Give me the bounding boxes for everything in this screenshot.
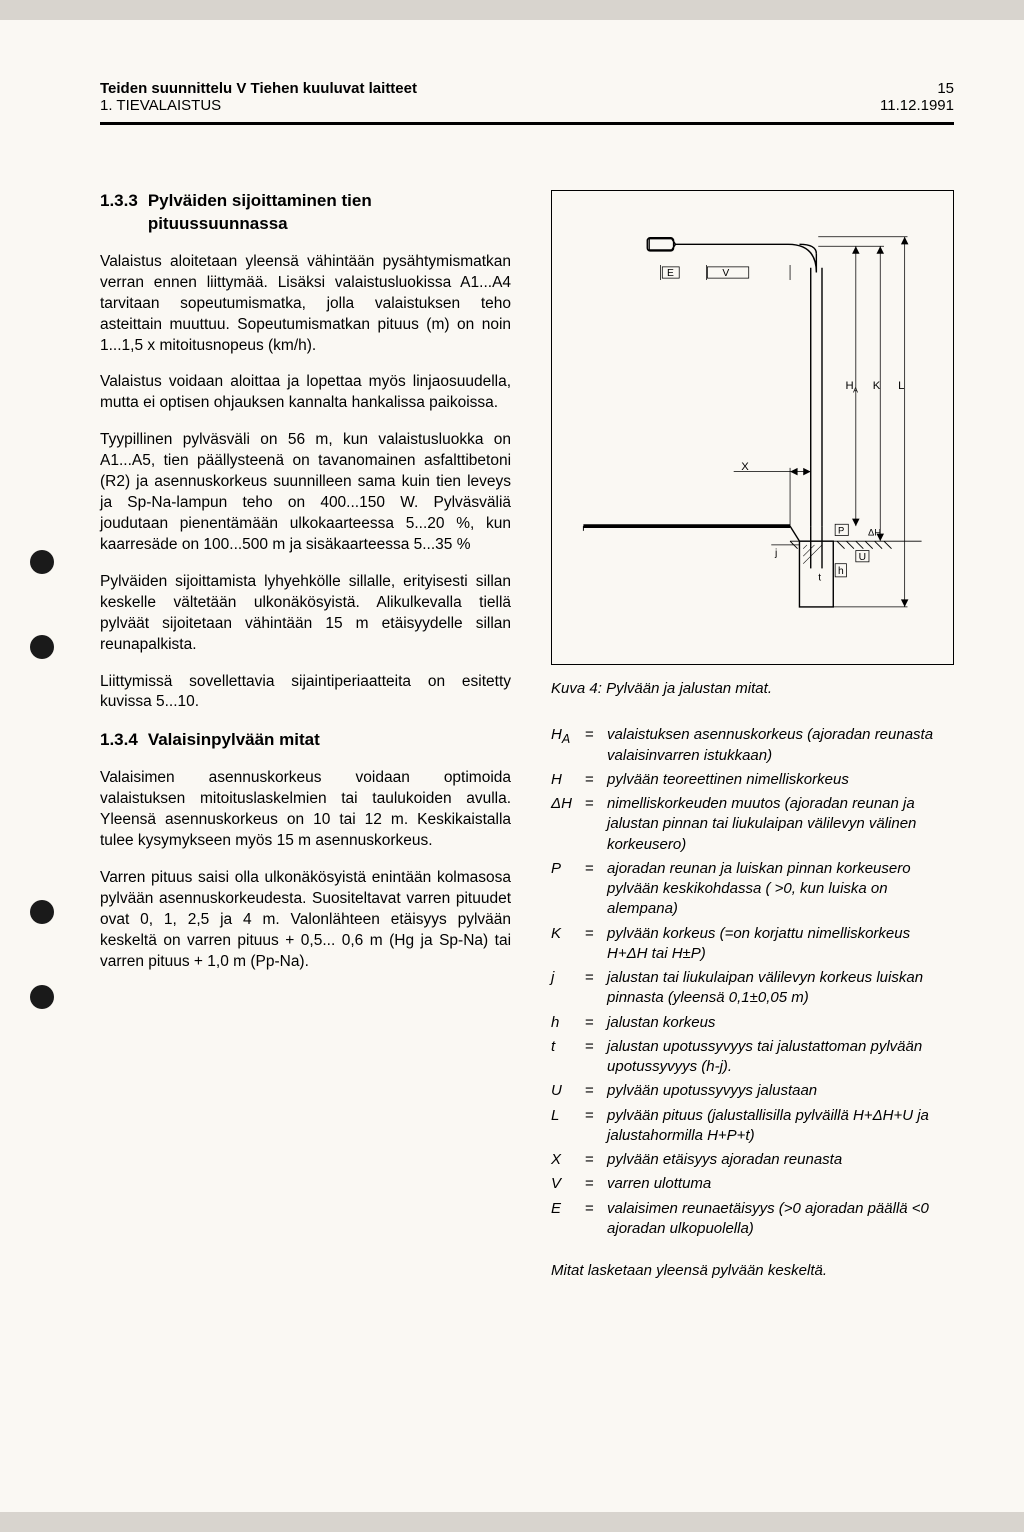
section-title: Valaisinpylvään mitat bbox=[148, 729, 320, 752]
definition-equals: = bbox=[585, 968, 599, 1009]
definition-text: jalustan upotussyvyys tai jalustattoman … bbox=[607, 1037, 954, 1078]
definition-row: K=pylvään korkeus (=on korjattu nimellis… bbox=[551, 924, 954, 965]
svg-text:L: L bbox=[898, 380, 904, 392]
definition-text: pylvään upotussyvyys jalustaan bbox=[607, 1081, 954, 1101]
definition-text: jalustan tai liukulaipan välilevyn korke… bbox=[607, 968, 954, 1009]
svg-text:t: t bbox=[818, 573, 821, 584]
svg-text:V: V bbox=[722, 268, 729, 279]
para: Valaisimen asennuskorkeus voidaan optimo… bbox=[100, 768, 511, 852]
definition-symbol: P bbox=[551, 859, 577, 920]
pole-diagram: X E V H bbox=[574, 211, 931, 644]
content-columns: 1.3.3 Pylväiden sijoittaminen tien pituu… bbox=[100, 190, 954, 1281]
definition-symbol: E bbox=[551, 1199, 577, 1240]
definition-symbol: h bbox=[551, 1013, 577, 1033]
definition-row: ΔH=nimelliskorkeuden muutos (ajoradan re… bbox=[551, 794, 954, 855]
definition-row: P=ajoradan reunan ja luiskan pinnan kork… bbox=[551, 859, 954, 920]
figure-caption: Kuva 4: Pylvään ja jalustan mitat. bbox=[551, 679, 954, 699]
header-rule bbox=[100, 122, 954, 125]
para: Liittymissä sovellettavia sijaintiperiaa… bbox=[100, 672, 511, 714]
svg-text:X: X bbox=[741, 461, 749, 473]
definition-text: pylvään pituus (jalustallisilla pylväill… bbox=[607, 1106, 954, 1147]
definition-text: ajoradan reunan ja luiskan pinnan korkeu… bbox=[607, 859, 954, 920]
section-heading-133: 1.3.3 Pylväiden sijoittaminen tien pituu… bbox=[100, 190, 511, 236]
svg-text:j: j bbox=[774, 548, 777, 559]
section-title: Pylväiden sijoittaminen tien pituussuunn… bbox=[148, 190, 511, 236]
definition-row: V = varren ulottuma bbox=[551, 1174, 954, 1194]
para: Pylväiden sijoittamista lyhyehkölle sill… bbox=[100, 572, 511, 656]
definition-equals: = bbox=[585, 1150, 599, 1170]
svg-text:K: K bbox=[873, 380, 881, 392]
definition-row: X = pylvään etäisyys ajoradan reunasta bbox=[551, 1150, 954, 1170]
left-column: 1.3.3 Pylväiden sijoittaminen tien pituu… bbox=[100, 190, 511, 1281]
para: Varren pituus saisi olla ulkonäkösyistä … bbox=[100, 868, 511, 973]
svg-text:ΔH: ΔH bbox=[868, 527, 881, 538]
svg-text:P: P bbox=[838, 525, 844, 536]
definition-symbol: t bbox=[551, 1037, 577, 1078]
definition-row: h = jalustan korkeus bbox=[551, 1013, 954, 1033]
definition-equals: = bbox=[585, 1199, 599, 1240]
definition-text: valaisimen reunaetäisyys (>0 ajoradan pä… bbox=[607, 1199, 954, 1240]
binder-hole bbox=[30, 550, 54, 574]
definition-symbol: j bbox=[551, 968, 577, 1009]
definition-symbol: K bbox=[551, 924, 577, 965]
definition-equals: = bbox=[585, 1106, 599, 1147]
definition-row: HA=valaistuksen asennuskorkeus (ajoradan… bbox=[551, 725, 954, 766]
definition-row: E=valaisimen reunaetäisyys (>0 ajoradan … bbox=[551, 1199, 954, 1240]
definition-equals: = bbox=[585, 924, 599, 965]
definition-text: pylvään korkeus (=on korjattu nimellisko… bbox=[607, 924, 954, 965]
definition-text: jalustan korkeus bbox=[607, 1013, 954, 1033]
svg-text:U: U bbox=[859, 552, 866, 563]
definition-equals: = bbox=[585, 770, 599, 790]
definition-text: pylvään teoreettinen nimelliskorkeus bbox=[607, 770, 954, 790]
para: Tyypillinen pylväsväli on 56 m, kun vala… bbox=[100, 430, 511, 556]
definition-row: H = pylvään teoreettinen nimelliskorkeus bbox=[551, 770, 954, 790]
header-date: 11.12.1991 bbox=[880, 97, 954, 114]
header-title-2: 1. TIEVALAISTUS bbox=[100, 97, 417, 114]
definition-equals: = bbox=[585, 1037, 599, 1078]
binder-hole bbox=[30, 635, 54, 659]
footer-note: Mitat lasketaan yleensä pylvään keskeltä… bbox=[551, 1261, 954, 1281]
definition-equals: = bbox=[585, 794, 599, 855]
definitions-list: HA=valaistuksen asennuskorkeus (ajoradan… bbox=[551, 725, 954, 1239]
definition-symbol: HA bbox=[551, 725, 577, 766]
definition-equals: = bbox=[585, 1081, 599, 1101]
definition-symbol: U bbox=[551, 1081, 577, 1101]
definition-text: varren ulottuma bbox=[607, 1174, 954, 1194]
svg-text:h: h bbox=[838, 566, 844, 577]
definition-symbol: X bbox=[551, 1150, 577, 1170]
section-number: 1.3.3 bbox=[100, 190, 138, 236]
definition-equals: = bbox=[585, 1174, 599, 1194]
definition-text: nimelliskorkeuden muutos (ajoradan reuna… bbox=[607, 794, 954, 855]
definition-row: L=pylvään pituus (jalustallisilla pylväi… bbox=[551, 1106, 954, 1147]
svg-text:A: A bbox=[853, 386, 858, 395]
header-left: Teiden suunnittelu V Tiehen kuuluvat lai… bbox=[100, 80, 417, 114]
definition-symbol: ΔH bbox=[551, 794, 577, 855]
diagram-box: X E V H bbox=[551, 190, 954, 665]
definition-row: t=jalustan upotussyvyys tai jalustattoma… bbox=[551, 1037, 954, 1078]
section-number: 1.3.4 bbox=[100, 729, 138, 752]
header-title-1: Teiden suunnittelu V Tiehen kuuluvat lai… bbox=[100, 80, 417, 97]
section-heading-134: 1.3.4 Valaisinpylvään mitat bbox=[100, 729, 511, 752]
definition-symbol: H bbox=[551, 770, 577, 790]
binder-hole bbox=[30, 985, 54, 1009]
para: Valaistus voidaan aloittaa ja lopettaa m… bbox=[100, 372, 511, 414]
header-right: 15 11.12.1991 bbox=[880, 80, 954, 114]
right-column: X E V H bbox=[551, 190, 954, 1281]
definition-symbol: V bbox=[551, 1174, 577, 1194]
binder-hole bbox=[30, 900, 54, 924]
para: Valaistus aloitetaan yleensä vähintään p… bbox=[100, 252, 511, 357]
definition-text: valaistuksen asennuskorkeus (ajoradan re… bbox=[607, 725, 954, 766]
definition-equals: = bbox=[585, 725, 599, 766]
definition-equals: = bbox=[585, 1013, 599, 1033]
definition-row: j=jalustan tai liukulaipan välilevyn kor… bbox=[551, 968, 954, 1009]
definition-text: pylvään etäisyys ajoradan reunasta bbox=[607, 1150, 954, 1170]
definition-equals: = bbox=[585, 859, 599, 920]
page-header: Teiden suunnittelu V Tiehen kuuluvat lai… bbox=[100, 80, 954, 114]
page-number: 15 bbox=[880, 80, 954, 97]
svg-text:E: E bbox=[667, 268, 674, 279]
definition-row: U = pylvään upotussyvyys jalustaan bbox=[551, 1081, 954, 1101]
definition-symbol: L bbox=[551, 1106, 577, 1147]
